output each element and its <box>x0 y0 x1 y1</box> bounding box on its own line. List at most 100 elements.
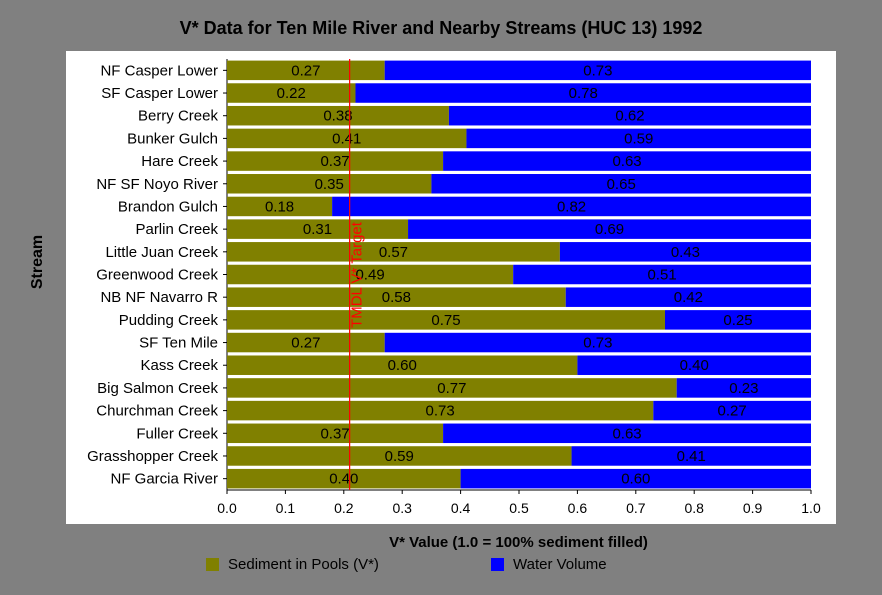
bar-water <box>577 355 811 375</box>
category-label: Kass Creek <box>140 357 218 374</box>
bar-water <box>571 446 811 466</box>
bar-sediment <box>227 355 578 375</box>
bar-sediment <box>227 151 444 171</box>
data-label-water: 0.59 <box>624 130 653 147</box>
bar-water <box>355 83 811 103</box>
data-label-sediment: 0.37 <box>320 425 349 442</box>
data-label-water: 0.42 <box>674 289 703 306</box>
data-label-sediment: 0.60 <box>388 357 417 374</box>
category-label: Big Salmon Creek <box>97 380 218 397</box>
bar-sediment <box>227 468 461 489</box>
data-label-water: 0.40 <box>680 357 709 374</box>
legend-label-water: Water Volume <box>513 556 607 573</box>
category-label: Bunker Gulch <box>127 130 218 147</box>
category-label: Pudding Creek <box>119 312 219 329</box>
data-label-water: 0.23 <box>729 380 758 397</box>
data-label-water: 0.82 <box>557 198 586 215</box>
legend-label-sediment: Sediment in Pools (V*) <box>228 556 379 573</box>
data-label-sediment: 0.31 <box>303 221 332 238</box>
category-label: Greenwood Creek <box>96 267 218 284</box>
category-label: Brandon Gulch <box>118 198 218 215</box>
bar-sediment <box>227 332 385 353</box>
category-label: Berry Creek <box>138 108 219 125</box>
data-label-sediment: 0.41 <box>332 130 361 147</box>
bar-water <box>431 174 811 194</box>
category-label: NF Casper Lower <box>100 62 218 79</box>
bar-sediment <box>227 219 409 239</box>
bar-water <box>466 128 811 149</box>
data-label-sediment: 0.75 <box>431 312 460 329</box>
bar-sediment <box>227 174 432 194</box>
x-tick-label: 0.7 <box>626 500 646 516</box>
bar-sediment <box>227 378 677 398</box>
bar-water <box>384 332 811 353</box>
data-label-water: 0.27 <box>718 403 747 420</box>
data-label-water: 0.41 <box>677 448 706 465</box>
category-label: NF SF Noyo River <box>96 176 218 193</box>
bar-water <box>443 151 811 171</box>
x-tick-label: 0.1 <box>276 500 296 516</box>
data-label-sediment: 0.27 <box>291 335 320 352</box>
bar-sediment <box>227 128 467 149</box>
bar-sediment <box>227 105 449 126</box>
data-label-sediment: 0.27 <box>291 62 320 79</box>
bar-water <box>513 264 811 285</box>
bar-water <box>565 287 811 307</box>
data-label-sediment: 0.59 <box>385 448 414 465</box>
data-label-sediment: 0.49 <box>355 267 384 284</box>
data-label-water: 0.25 <box>723 312 752 329</box>
data-label-water: 0.63 <box>612 425 641 442</box>
data-label-sediment: 0.77 <box>437 380 466 397</box>
data-label-water: 0.73 <box>583 62 612 79</box>
data-label-sediment: 0.18 <box>265 198 294 215</box>
data-label-sediment: 0.73 <box>426 403 455 420</box>
bar-sediment <box>227 423 444 444</box>
data-label-sediment: 0.38 <box>323 108 352 125</box>
x-axis-label: V* Value (1.0 = 100% sediment filled) <box>389 534 648 551</box>
data-label-sediment: 0.37 <box>320 153 349 170</box>
x-tick-label: 0.3 <box>392 500 412 516</box>
bar-water <box>676 378 811 398</box>
data-label-water: 0.51 <box>647 267 676 284</box>
bar-water <box>408 219 811 239</box>
category-label: Grasshopper Creek <box>87 448 218 465</box>
bar-water <box>384 60 811 81</box>
data-label-water: 0.73 <box>583 335 612 352</box>
category-label: Little Juan Creek <box>105 244 218 261</box>
bar-water <box>559 242 811 262</box>
category-label: Churchman Creek <box>96 403 218 420</box>
category-label: Parlin Creek <box>135 221 218 238</box>
data-label-sediment: 0.40 <box>329 471 358 488</box>
data-label-water: 0.60 <box>621 471 650 488</box>
data-label-sediment: 0.58 <box>382 289 411 306</box>
bar-sediment <box>227 196 333 217</box>
data-label-water: 0.43 <box>671 244 700 261</box>
legend-item-sediment: Sediment in Pools (V*) <box>206 556 379 573</box>
data-label-water: 0.65 <box>607 176 636 193</box>
bar-sediment <box>227 287 566 307</box>
bar-sediment <box>227 400 654 421</box>
bar-water <box>332 196 811 217</box>
chart-title: V* Data for Ten Mile River and Nearby St… <box>179 18 703 38</box>
bar-sediment <box>227 60 385 81</box>
x-tick-label: 1.0 <box>801 500 821 516</box>
category-label: Fuller Creek <box>136 425 218 442</box>
bar-water <box>460 468 811 489</box>
bar-water <box>665 310 811 330</box>
bar-sediment <box>227 446 572 466</box>
target-label: TMDL V* Target <box>349 221 366 328</box>
x-tick-label: 0.4 <box>451 500 471 516</box>
legend-swatch-sediment <box>206 558 219 571</box>
bar-water <box>653 400 811 421</box>
x-tick-label: 0.5 <box>509 500 529 516</box>
x-tick-label: 0.8 <box>684 500 704 516</box>
bar-sediment <box>227 264 514 285</box>
data-label-water: 0.62 <box>615 108 644 125</box>
data-label-water: 0.78 <box>569 85 598 102</box>
category-label: Hare Creek <box>141 153 218 170</box>
data-label-water: 0.63 <box>612 153 641 170</box>
category-label: SF Ten Mile <box>139 335 218 352</box>
category-label: SF Casper Lower <box>101 85 218 102</box>
legend-swatch-water <box>491 558 504 571</box>
bar-sediment <box>227 242 560 262</box>
